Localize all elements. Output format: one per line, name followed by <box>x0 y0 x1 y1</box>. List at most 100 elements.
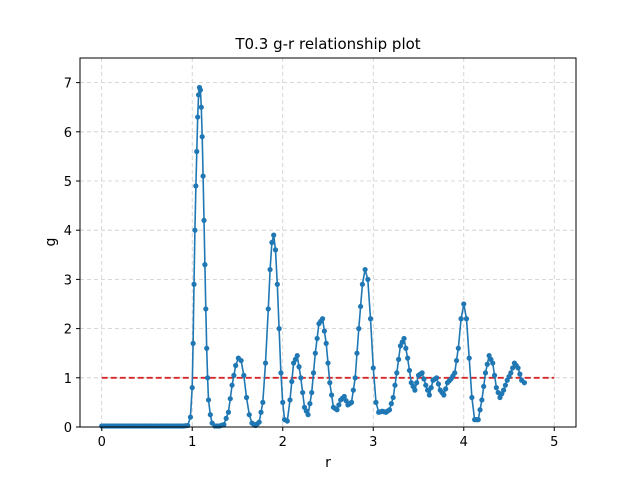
data-point <box>479 397 485 403</box>
data-point <box>221 421 227 428</box>
data-point <box>350 387 356 393</box>
data-point <box>272 247 279 253</box>
data-point <box>515 365 521 371</box>
data-point <box>193 183 199 189</box>
x-axis-label: r <box>325 455 331 471</box>
data-point <box>323 340 329 346</box>
data-point <box>201 217 207 223</box>
data-point <box>300 389 306 396</box>
x-tick-label: 5 <box>550 435 558 450</box>
data-point <box>493 385 499 391</box>
data-point <box>359 281 365 287</box>
data-point <box>394 370 400 376</box>
data-point <box>298 375 304 381</box>
data-point <box>284 418 290 424</box>
data-point <box>202 262 208 268</box>
data-point <box>207 412 213 418</box>
data-point <box>412 387 418 393</box>
data-point <box>502 382 509 388</box>
data-point <box>225 409 232 415</box>
data-point <box>276 326 282 332</box>
x-tick-label: 0 <box>98 435 106 450</box>
data-point <box>258 409 264 415</box>
data-point <box>227 396 233 402</box>
data-point <box>356 326 362 332</box>
data-point <box>233 362 239 369</box>
y-tick-label: 1 <box>64 372 72 387</box>
data-point <box>274 281 280 287</box>
data-point <box>262 360 269 366</box>
data-point <box>241 372 247 378</box>
data-point <box>325 360 331 366</box>
data-point <box>336 402 342 408</box>
data-point <box>305 412 311 418</box>
plot-frame <box>79 57 577 428</box>
data-point <box>197 87 203 93</box>
axis-ticks: 0 1 2 3 4 5 0 1 2 3 4 5 6 7 <box>64 77 559 450</box>
data-point <box>469 394 475 401</box>
data-point <box>443 386 449 392</box>
data-point <box>256 419 262 425</box>
data-point <box>280 399 286 405</box>
y-tick-label: 0 <box>64 421 72 436</box>
data-point <box>334 407 340 413</box>
data-point <box>390 394 396 401</box>
data-point <box>461 301 467 307</box>
data-point <box>321 328 327 334</box>
y-tick-label: 6 <box>64 126 72 141</box>
data-point <box>426 392 432 398</box>
data-point <box>307 401 313 407</box>
data-point <box>205 375 211 381</box>
data-point <box>243 394 250 401</box>
data-point <box>327 380 333 386</box>
data-point <box>403 345 409 351</box>
data-point <box>289 378 295 385</box>
data-point <box>419 370 425 376</box>
data-point <box>362 266 368 273</box>
x-tick-label: 1 <box>188 435 196 450</box>
data-point <box>312 350 318 356</box>
data-point <box>452 370 458 376</box>
data-point <box>386 407 393 413</box>
data-point <box>348 399 355 405</box>
data-point <box>463 316 470 322</box>
data-point <box>475 417 481 423</box>
data-point <box>278 370 284 376</box>
series-layer <box>99 84 555 429</box>
data-point <box>521 380 528 386</box>
x-tick-label: 4 <box>460 435 468 450</box>
y-tick-label: 4 <box>64 224 72 239</box>
data-point <box>329 392 335 398</box>
x-tick-label: 2 <box>279 435 287 450</box>
data-point <box>414 380 420 386</box>
data-point <box>481 383 487 390</box>
data-point <box>223 415 229 421</box>
data-point <box>395 356 402 362</box>
data-point <box>392 382 398 388</box>
data-point <box>423 382 429 388</box>
data-point <box>453 357 460 364</box>
data-point <box>271 232 277 238</box>
data-point <box>435 381 442 387</box>
data-point <box>314 335 320 342</box>
data-point <box>491 372 498 378</box>
data-point <box>441 392 447 398</box>
data-point <box>405 355 411 361</box>
data-point <box>189 385 195 391</box>
data-point <box>190 340 196 346</box>
y-tick-label: 5 <box>64 175 72 190</box>
data-point <box>195 114 201 120</box>
data-point <box>192 227 198 233</box>
data-point <box>357 303 364 310</box>
data-point <box>477 407 483 413</box>
data-point <box>194 148 200 155</box>
data-point <box>296 364 302 370</box>
data-point <box>195 92 202 98</box>
data-point <box>229 382 235 388</box>
data-point <box>466 355 472 361</box>
data-point <box>370 365 376 371</box>
y-tick-label: 3 <box>64 273 72 288</box>
data-point <box>238 357 244 364</box>
